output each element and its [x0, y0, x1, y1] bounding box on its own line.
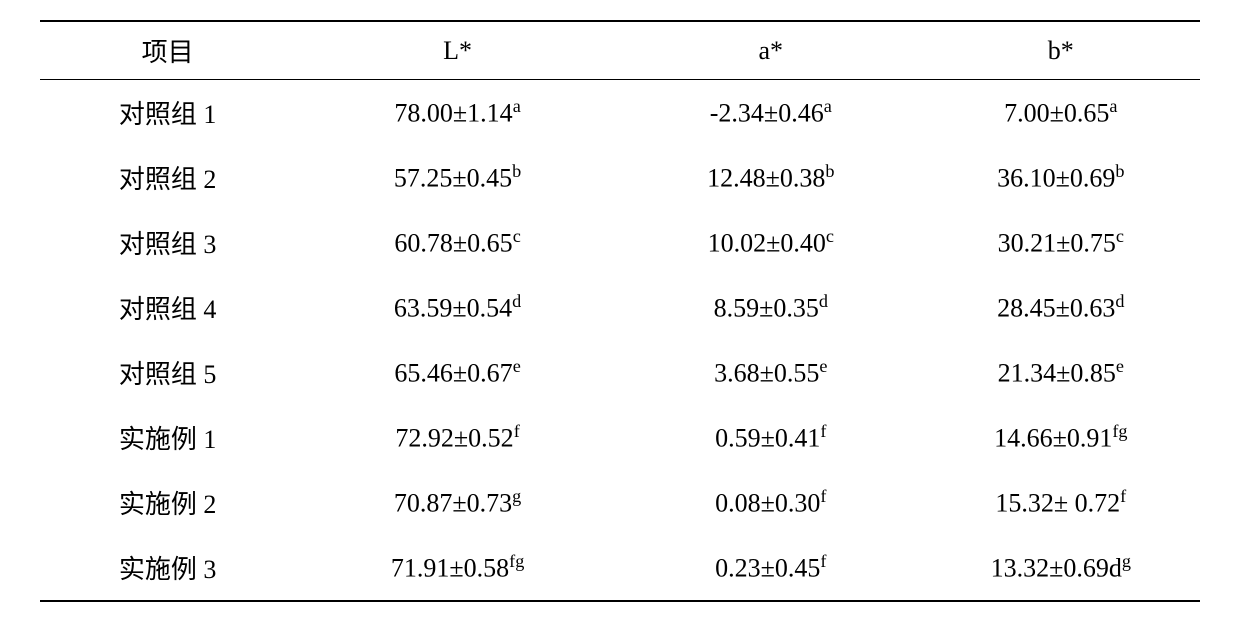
superscript-letter: f	[1120, 486, 1126, 506]
cell-b: 14.66±0.91fg	[922, 405, 1200, 470]
value-text: 0.08±0.30	[715, 489, 820, 518]
cell-l: 72.92±0.52f	[295, 405, 620, 470]
value-text: 0.23±0.45	[715, 554, 820, 583]
superscript-letter: f	[514, 421, 520, 441]
value-text: 21.34±0.85	[998, 359, 1116, 388]
col-header-b: b*	[922, 21, 1200, 80]
cell-a: 12.48±0.38b	[620, 145, 922, 210]
cell-l: 71.91±0.58fg	[295, 535, 620, 601]
value-text: 8.59±0.35	[714, 294, 819, 323]
cell-b: 36.10±0.69b	[922, 145, 1200, 210]
cell-a: -2.34±0.46a	[620, 80, 922, 146]
table-row: 实施例 172.92±0.52f0.59±0.41f14.66±0.91fg	[40, 405, 1200, 470]
value-text: 10.02±0.40	[708, 229, 826, 258]
cell-item: 对照组 3	[40, 210, 295, 275]
superscript-letter: c	[1116, 226, 1124, 246]
superscript-letter: a	[824, 96, 832, 116]
superscript-letter: f	[820, 421, 826, 441]
value-text: 15.32± 0.72	[995, 489, 1120, 518]
superscript-letter: d	[819, 291, 828, 311]
value-text: 13.32±0.69d	[991, 554, 1122, 583]
col-header-l: L*	[295, 21, 620, 80]
superscript-letter: e	[1116, 356, 1124, 376]
value-text: 12.48±0.38	[707, 164, 825, 193]
value-text: 57.25±0.45	[394, 164, 512, 193]
value-text: 7.00±0.65	[1004, 99, 1109, 128]
table-row: 对照组 178.00±1.14a-2.34±0.46a7.00±0.65a	[40, 80, 1200, 146]
superscript-letter: d	[512, 291, 521, 311]
cell-l: 57.25±0.45b	[295, 145, 620, 210]
cell-b: 7.00±0.65a	[922, 80, 1200, 146]
cell-a: 10.02±0.40c	[620, 210, 922, 275]
cell-item: 对照组 4	[40, 275, 295, 340]
table-row: 对照组 565.46±0.67e3.68±0.55e21.34±0.85e	[40, 340, 1200, 405]
cell-l: 60.78±0.65c	[295, 210, 620, 275]
cell-item: 实施例 1	[40, 405, 295, 470]
cell-b: 13.32±0.69dg	[922, 535, 1200, 601]
value-text: -2.34±0.46	[710, 99, 824, 128]
cell-item: 对照组 5	[40, 340, 295, 405]
cell-b: 30.21±0.75c	[922, 210, 1200, 275]
value-text: 71.91±0.58	[391, 554, 509, 583]
superscript-letter: g	[512, 486, 521, 506]
value-text: 14.66±0.91	[994, 424, 1112, 453]
cell-item: 对照组 2	[40, 145, 295, 210]
cell-a: 8.59±0.35d	[620, 275, 922, 340]
superscript-letter: f	[820, 551, 826, 571]
superscript-letter: c	[826, 226, 834, 246]
data-table: 项目 L* a* b* 对照组 178.00±1.14a-2.34±0.46a7…	[40, 20, 1200, 602]
table-row: 实施例 270.87±0.73g0.08±0.30f15.32± 0.72f	[40, 470, 1200, 535]
value-text: 28.45±0.63	[997, 294, 1115, 323]
value-text: 3.68±0.55	[714, 359, 819, 388]
superscript-letter: f	[820, 486, 826, 506]
cell-b: 28.45±0.63d	[922, 275, 1200, 340]
superscript-letter: e	[819, 356, 827, 376]
superscript-letter: d	[1115, 291, 1124, 311]
value-text: 63.59±0.54	[394, 294, 512, 323]
value-text: 60.78±0.65	[394, 229, 512, 258]
cell-item: 实施例 2	[40, 470, 295, 535]
cell-a: 0.23±0.45f	[620, 535, 922, 601]
cell-a: 3.68±0.55e	[620, 340, 922, 405]
value-text: 70.87±0.73	[394, 489, 512, 518]
cell-item: 实施例 3	[40, 535, 295, 601]
cell-b: 15.32± 0.72f	[922, 470, 1200, 535]
cell-a: 0.08±0.30f	[620, 470, 922, 535]
superscript-letter: b	[825, 161, 834, 181]
cell-l: 78.00±1.14a	[295, 80, 620, 146]
value-text: 78.00±1.14	[394, 99, 512, 128]
superscript-letter: c	[513, 226, 521, 246]
superscript-letter: b	[1115, 161, 1124, 181]
table-row: 对照组 257.25±0.45b12.48±0.38b36.10±0.69b	[40, 145, 1200, 210]
superscript-letter: a	[1109, 96, 1117, 116]
superscript-letter: fg	[1112, 421, 1127, 441]
table-row: 对照组 360.78±0.65c10.02±0.40c30.21±0.75c	[40, 210, 1200, 275]
col-header-a: a*	[620, 21, 922, 80]
table-body: 对照组 178.00±1.14a-2.34±0.46a7.00±0.65a对照组…	[40, 80, 1200, 602]
value-text: 0.59±0.41	[715, 424, 820, 453]
cell-l: 70.87±0.73g	[295, 470, 620, 535]
cell-l: 63.59±0.54d	[295, 275, 620, 340]
cell-a: 0.59±0.41f	[620, 405, 922, 470]
value-text: 30.21±0.75	[998, 229, 1116, 258]
cell-item: 对照组 1	[40, 80, 295, 146]
table-row: 实施例 371.91±0.58fg0.23±0.45f13.32±0.69dg	[40, 535, 1200, 601]
superscript-letter: e	[513, 356, 521, 376]
superscript-letter: fg	[509, 551, 524, 571]
superscript-letter: b	[512, 161, 521, 181]
value-text: 36.10±0.69	[997, 164, 1115, 193]
value-text: 65.46±0.67	[394, 359, 512, 388]
table-header-row: 项目 L* a* b*	[40, 21, 1200, 80]
value-text: 72.92±0.52	[395, 424, 513, 453]
col-header-item: 项目	[40, 21, 295, 80]
cell-l: 65.46±0.67e	[295, 340, 620, 405]
superscript-letter: a	[513, 96, 521, 116]
superscript-letter: g	[1122, 551, 1131, 571]
cell-b: 21.34±0.85e	[922, 340, 1200, 405]
table-row: 对照组 463.59±0.54d8.59±0.35d28.45±0.63d	[40, 275, 1200, 340]
